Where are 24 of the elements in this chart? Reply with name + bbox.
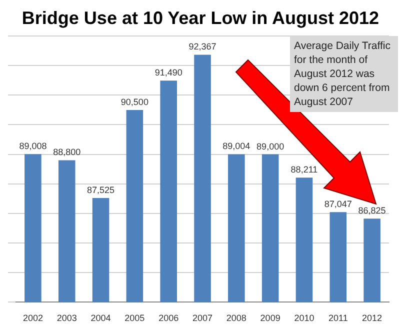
data-label: 86,825	[358, 206, 386, 216]
data-label: 89,004	[222, 141, 250, 152]
data-label: 87,047	[324, 199, 352, 210]
annotation: Average Daily Traffic for the month of August 2012 was down 6 percent from August 2007	[290, 36, 398, 112]
x-tick-label: 2003	[56, 313, 77, 324]
data-label: 88,211	[290, 164, 318, 175]
x-tick-label: 2008	[226, 313, 246, 324]
x-tick-label: 2005	[124, 313, 145, 324]
data-label: 88,800	[53, 147, 81, 158]
x-tick-label: 2006	[158, 313, 179, 324]
x-tick-label: 2011	[328, 313, 348, 324]
x-tick-label: 2004	[90, 313, 111, 324]
data-label: 87,525	[87, 184, 115, 195]
x-tick-label: 2002	[22, 313, 43, 324]
x-tick-label: 2010	[294, 313, 314, 324]
data-label: 91,490	[154, 68, 182, 78]
x-tick-label: 2012	[362, 313, 382, 324]
data-label: 89,008	[19, 141, 47, 152]
data-label: 89,000	[256, 141, 284, 152]
data-label: 90,500	[120, 96, 148, 107]
data-label: 92,367	[188, 42, 216, 52]
x-tick-label: 2007	[192, 313, 213, 324]
x-tick-label: 2009	[260, 313, 280, 324]
chart-title: Bridge Use at 10 Year Low in August 2012	[20, 8, 380, 30]
